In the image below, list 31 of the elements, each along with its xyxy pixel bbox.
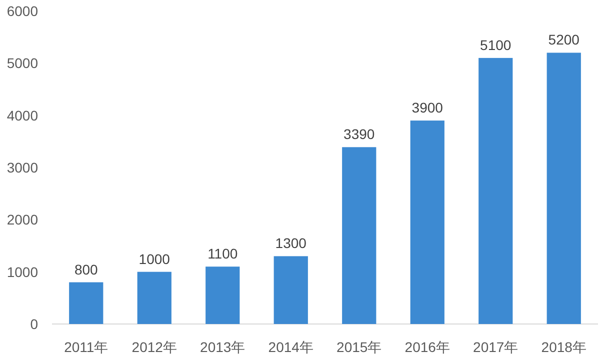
y-tick-label: 0 [30, 316, 38, 332]
data-label: 5200 [548, 32, 580, 48]
y-tick-label: 4000 [6, 107, 38, 124]
data-label: 3900 [412, 100, 444, 116]
x-tick-label: 2014年 [268, 339, 314, 355]
bar [546, 52, 581, 324]
y-tick-label: 6000 [6, 3, 38, 19]
x-tick-label: 2016年 [404, 339, 450, 355]
data-label: 1100 [208, 246, 238, 262]
data-label: 1300 [275, 235, 307, 252]
bar [206, 266, 240, 324]
x-tick-label: 2015年 [336, 339, 382, 355]
y-tick-label: 5000 [6, 55, 38, 72]
y-tick-label: 2000 [6, 212, 38, 228]
data-label: 1000 [138, 250, 170, 267]
bar [274, 256, 308, 324]
x-tick-label: 2013年 [200, 339, 246, 355]
x-tick-label: 2018年 [541, 339, 586, 355]
x-tick-label: 2012年 [132, 339, 177, 355]
y-tick-label: 1000 [6, 264, 38, 280]
y-tick-label: 3000 [6, 160, 38, 176]
x-tick-label: 2011年 [64, 339, 108, 355]
x-tick-label: 2017年 [473, 339, 518, 355]
bar [342, 147, 376, 324]
data-label: 800 [74, 261, 98, 278]
data-label: 3390 [344, 126, 375, 142]
bar [137, 272, 172, 324]
bar [478, 58, 513, 324]
bar [410, 120, 444, 324]
bar [69, 282, 104, 324]
data-label: 5100 [480, 36, 512, 53]
